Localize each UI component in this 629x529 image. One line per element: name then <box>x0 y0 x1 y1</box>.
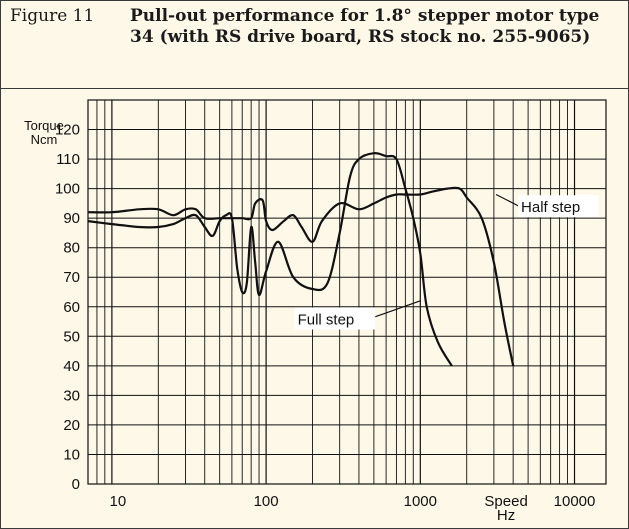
chart-labels: Torque Ncm Speed Hz Half step Full step <box>24 118 599 524</box>
series-line-half-step <box>87 186 515 367</box>
annotation-leader-full-step <box>370 300 421 320</box>
plot-area-border <box>87 99 607 485</box>
x-tick-label-1000: 1000 <box>404 493 437 510</box>
chart-ticks: 0 10 20 30 40 50 60 70 80 90 100 110 120 10 100 1000 100… <box>55 122 595 510</box>
y-axis-label: Torque Ncm <box>24 118 64 147</box>
y-tick-label-20: 20 <box>63 417 80 434</box>
y-tick-label-90: 90 <box>63 210 80 227</box>
x-tick-label-10000: 10000 <box>554 493 596 510</box>
figure-title-part-3: drive board, <box>241 27 369 47</box>
x-axis-label: Speed Hz <box>484 493 527 524</box>
y-tick-label-120: 120 <box>55 122 80 139</box>
figure-title-part-5: stock no. 255-9065) <box>394 27 591 47</box>
x-tick-label-100: 100 <box>254 493 279 510</box>
x-tick-label-10: 10 <box>110 493 127 510</box>
y-tick-label-30: 30 <box>63 387 80 404</box>
y-tick-label-70: 70 <box>63 269 80 286</box>
y-tick-label-110: 110 <box>56 151 80 168</box>
series-line-full-step <box>87 152 453 367</box>
y-tick-label-0: 0 <box>72 476 80 493</box>
figure-title: Pull-out performance for 1.8° stepper mo… <box>130 6 620 48</box>
y-tick-label-100: 100 <box>55 181 80 198</box>
figure-number: Figure 11 <box>10 6 95 26</box>
chart-curves <box>87 152 515 367</box>
y-tick-label-10: 10 <box>63 446 80 463</box>
figure-title-part-2: RS <box>214 27 242 47</box>
annotation-bg-half-step <box>518 195 599 218</box>
annotation-bg-full-step <box>294 307 376 330</box>
annotation-label-full-step: Full step <box>298 311 355 328</box>
y-tick-label-80: 80 <box>63 240 80 257</box>
figure-title-part-1: Pull-out performance for 1.8° stepper mo… <box>130 6 600 47</box>
annotation-leader-half-step <box>495 193 520 207</box>
y-tick-label-40: 40 <box>63 358 80 375</box>
y-tick-label-60: 60 <box>63 299 80 316</box>
figure-title-part-4: RS <box>368 27 395 47</box>
annotation-label-half-step: Half step <box>521 199 580 216</box>
y-tick-label-50: 50 <box>63 328 80 345</box>
chart-grid <box>87 99 607 485</box>
caption-divider <box>1 88 628 89</box>
